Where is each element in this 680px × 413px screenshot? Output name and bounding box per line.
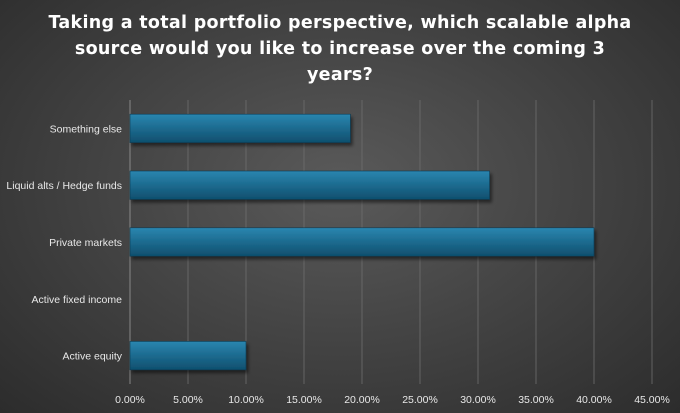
bar — [129, 113, 351, 143]
x-tick-label: 40.00% — [576, 394, 612, 406]
x-tick-label: 0.00% — [115, 394, 145, 406]
chart-title: Taking a total portfolio perspective, wh… — [48, 13, 632, 85]
bar — [129, 170, 490, 200]
category-label: Active fixed income — [32, 294, 123, 306]
bar — [129, 227, 595, 257]
category-labels: Something else Liquid alts / Hedge funds P… — [6, 123, 122, 362]
x-tick-label: 25.00% — [402, 394, 438, 406]
category-label: Active equity — [62, 351, 122, 363]
category-label: Private markets — [49, 237, 122, 249]
x-axis-tick-labels: 0.00% 5.00% 10.00% 15.00% 20.00% 25.00% 30.00%… — [115, 394, 670, 406]
bar — [129, 341, 247, 371]
bars — [129, 113, 595, 371]
category-label: Liquid alts / Hedge funds — [6, 180, 122, 192]
x-tick-label: 45.00% — [634, 394, 670, 406]
x-tick-label: 15.00% — [286, 394, 322, 406]
category-label: Something else — [50, 123, 123, 135]
x-tick-label: 10.00% — [228, 394, 264, 406]
x-tick-label: 35.00% — [518, 394, 554, 406]
x-tick-label: 30.00% — [460, 394, 496, 406]
x-tick-label: 20.00% — [344, 394, 380, 406]
x-tick-label: 5.00% — [173, 394, 203, 406]
